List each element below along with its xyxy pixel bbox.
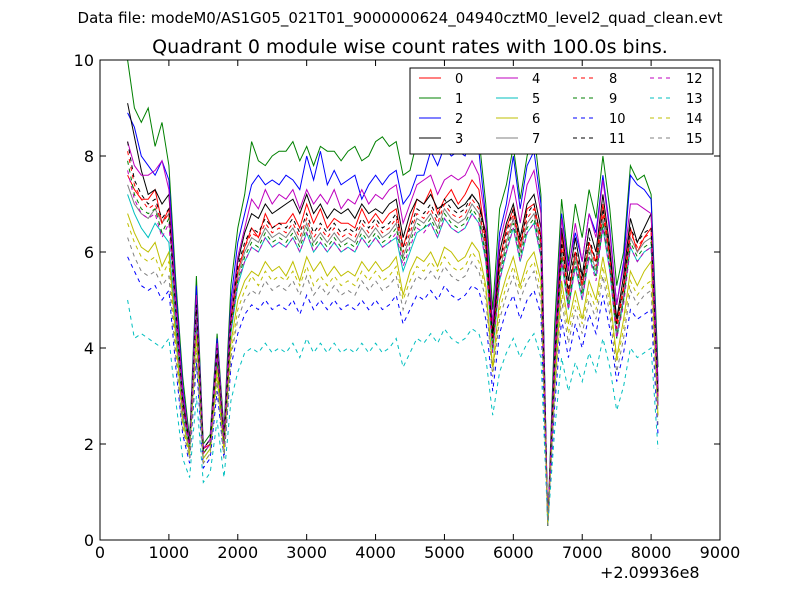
- legend-label-12: 12: [686, 72, 703, 87]
- legend-box: [409, 67, 714, 155]
- x-offset-label: +2.09936e8: [600, 563, 700, 582]
- legend-label-0: 0: [455, 72, 463, 87]
- legend-label-9: 9: [609, 92, 617, 107]
- legend-label-6: 6: [532, 112, 540, 127]
- y-tick-label: 8: [84, 147, 94, 166]
- series-line-6: [127, 213, 659, 526]
- chart-title: Quadrant 0 module wise count rates with …: [152, 36, 668, 58]
- y-tick-label: 6: [84, 243, 94, 262]
- x-tick-label: 7000: [562, 543, 603, 562]
- y-tick-label: 2: [84, 435, 94, 454]
- ticks-layer: 0 1000 2000 3000 4000 5000 6000 7000 8000 9000 0 2 4…: [74, 51, 741, 562]
- legend-label-15: 15: [686, 132, 703, 147]
- series-line-10: [127, 256, 659, 526]
- x-tick-label: 8000: [631, 543, 672, 562]
- x-tick-label: 1000: [149, 543, 190, 562]
- x-tick-label: 3000: [286, 543, 327, 562]
- series-line-4: [127, 141, 659, 526]
- legend-label-2: 2: [455, 112, 463, 127]
- x-tick-label: 4000: [355, 543, 396, 562]
- legend-label-4: 4: [532, 72, 540, 87]
- legend-label-14: 14: [686, 112, 703, 127]
- legend-label-7: 7: [532, 132, 540, 147]
- x-tick-label: 6000: [493, 543, 534, 562]
- legend-label-8: 8: [609, 72, 617, 87]
- y-tick-label: 4: [84, 339, 94, 358]
- series-line-11: [127, 141, 659, 526]
- x-tick-label: 2000: [217, 543, 258, 562]
- figure-supertitle: Data file: modeM0/AS1G05_021T01_90000006…: [77, 9, 723, 27]
- legend-label-11: 11: [609, 132, 626, 147]
- legend-label-13: 13: [686, 92, 703, 107]
- series-line-8: [127, 151, 659, 526]
- series-line-13: [127, 299, 659, 526]
- series-layer: [127, 59, 659, 526]
- y-tick-label: 0: [84, 531, 94, 550]
- series-line-15: [127, 237, 659, 526]
- series-line-7: [127, 184, 659, 526]
- y-tick-label: 10: [74, 51, 94, 70]
- legend-label-10: 10: [609, 112, 626, 127]
- legend-label-1: 1: [455, 92, 463, 107]
- legend-label-5: 5: [532, 92, 540, 107]
- legend-label-3: 3: [455, 132, 463, 147]
- x-tick-label: 0: [95, 543, 105, 562]
- x-tick-label: 5000: [424, 543, 465, 562]
- series-line-9: [127, 160, 659, 526]
- x-tick-label: 9000: [700, 543, 741, 562]
- axes-frame: [99, 59, 721, 541]
